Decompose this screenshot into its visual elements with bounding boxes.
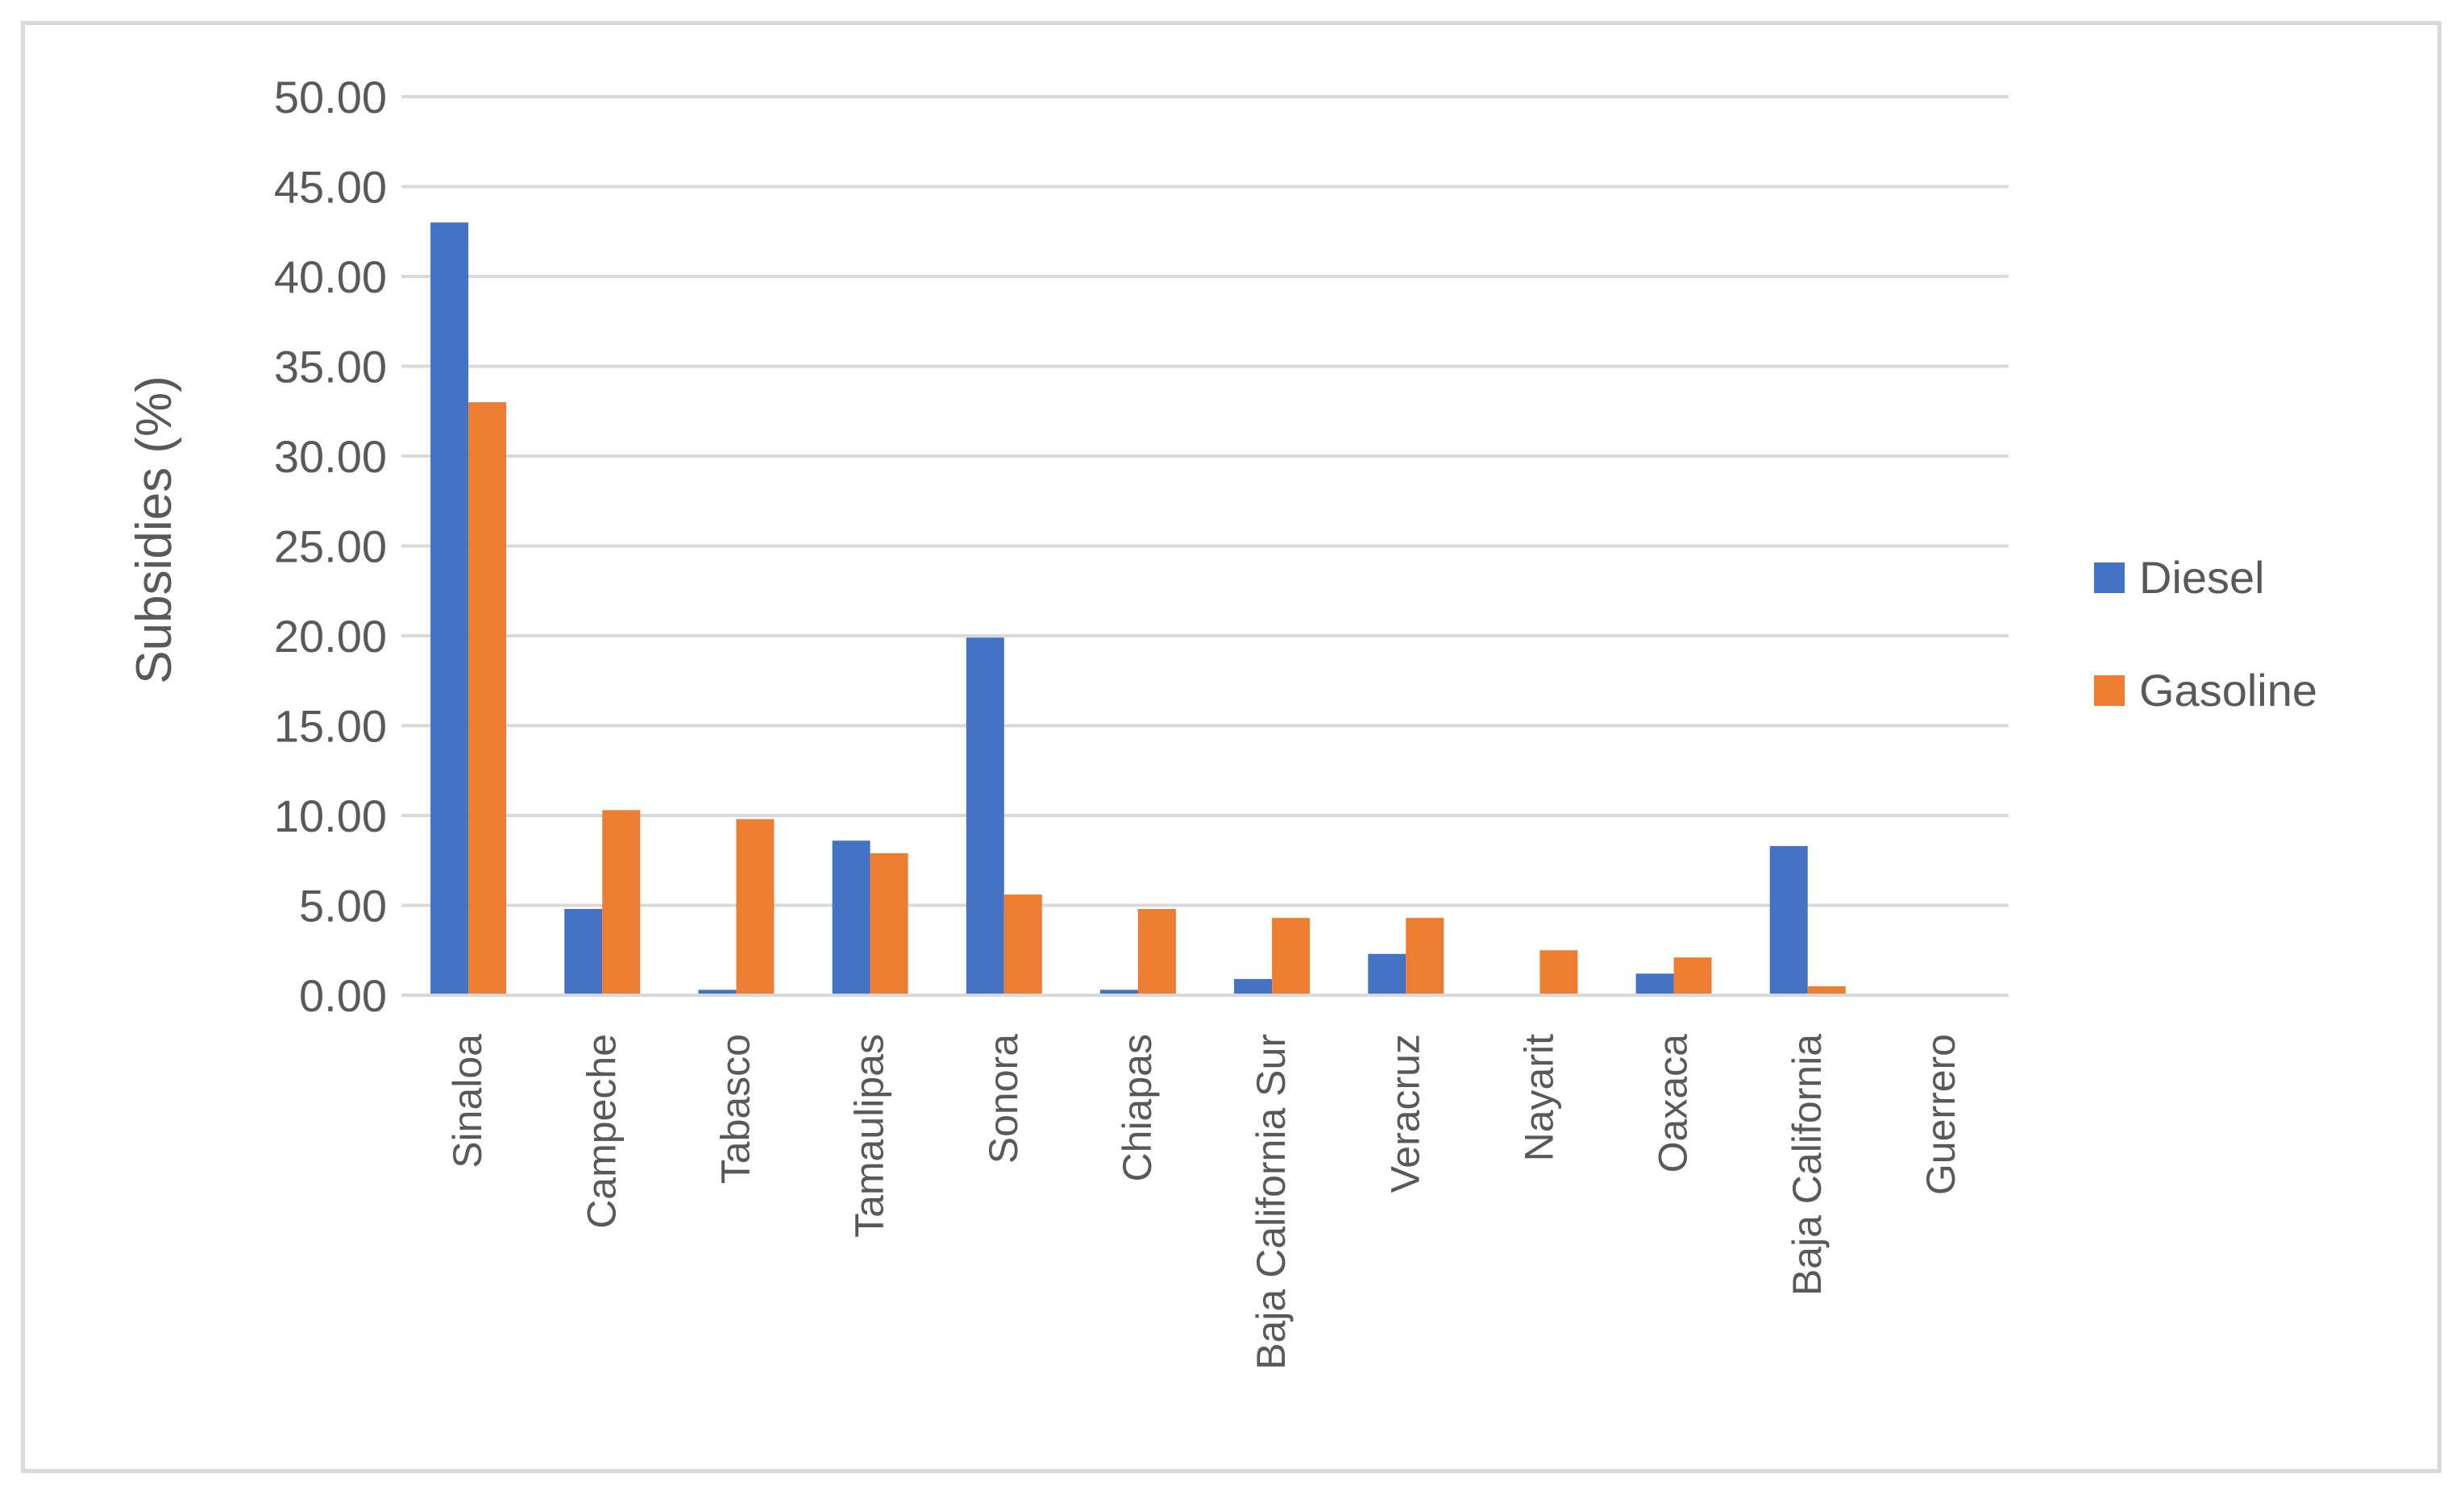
x-category-label: Chiapas <box>1115 1034 1160 1181</box>
bar-gasoline-chiapas <box>1137 908 1176 995</box>
y-tick-label: 30.00 <box>274 431 387 482</box>
y-tick-label: 25.00 <box>274 521 387 572</box>
bar-diesel-tabasco <box>698 990 737 995</box>
y-tick-label: 5.00 <box>299 881 387 932</box>
x-category-label: Veracruz <box>1382 1034 1427 1193</box>
x-category-label: Tamaulipas <box>847 1034 892 1238</box>
bar-gasoline-nayarit <box>1539 950 1578 995</box>
y-tick-label: 50.00 <box>274 72 387 122</box>
bar-diesel-sinaloa <box>430 222 469 996</box>
legend-label-diesel: Diesel <box>2139 552 2265 603</box>
x-category-label: Tabasco <box>713 1034 758 1184</box>
x-category-label: Sinaloa <box>445 1034 490 1168</box>
y-tick-label: 0.00 <box>299 970 387 1021</box>
y-tick-label: 15.00 <box>274 701 387 752</box>
bar-gasoline-oaxaca <box>1673 957 1712 995</box>
legend-label-gasoline: Gasoline <box>2139 665 2317 716</box>
bar-diesel-veracruz <box>1368 953 1407 995</box>
y-tick-label: 10.00 <box>274 791 387 841</box>
bar-gasoline-tamaulipas <box>870 853 908 995</box>
gridlines <box>401 95 2009 907</box>
y-tick-label: 40.00 <box>274 251 387 302</box>
x-category-label: Campeche <box>579 1034 624 1229</box>
chart-frame <box>21 21 2441 1473</box>
bar-gasoline-veracruz <box>1406 918 1444 995</box>
x-category-label: Sonora <box>981 1034 1026 1164</box>
x-category-label: Guerrero <box>1918 1034 1963 1195</box>
bar-diesel-baja-california <box>1769 845 1808 995</box>
x-category-label: Baja California Sur <box>1249 1034 1294 1370</box>
legend-swatch-gasoline <box>2094 675 2125 706</box>
y-axis-title: Subsidies (%) <box>127 376 182 683</box>
x-category-label: Oaxaca <box>1651 1034 1696 1173</box>
bar-gasoline-campeche <box>602 810 641 995</box>
y-axis-ticks: 0.00 5.00 10.00 15.00 20.00 25.00 30.00 35.00 40… <box>274 72 387 1021</box>
legend-swatch-diesel <box>2094 562 2125 593</box>
bar-gasoline-sinaloa <box>468 402 507 996</box>
bar-diesel-oaxaca <box>1635 973 1674 995</box>
bar-diesel-baja-california-sur <box>1234 978 1273 995</box>
bar-gasoline-tabasco <box>736 819 775 995</box>
x-axis-categories: Sinaloa Campeche Tabasco Tamaulipas Sonora Ch… <box>445 1034 1963 1370</box>
bar-diesel-campeche <box>564 908 603 995</box>
bar-gasoline-baja-california <box>1807 986 1846 995</box>
legend: Diesel Gasoline <box>2094 552 2317 716</box>
y-tick-label: 20.00 <box>274 611 387 662</box>
bar-diesel-tamaulipas <box>832 840 871 995</box>
y-tick-label: 35.00 <box>274 342 387 392</box>
bar-gasoline-sonora <box>1003 894 1042 995</box>
bar-diesel-chiapas <box>1099 990 1138 995</box>
y-tick-label: 45.00 <box>274 162 387 213</box>
bar-gasoline-baja-california-sur <box>1272 918 1311 995</box>
bars <box>430 222 1846 996</box>
x-category-label: Nayarit <box>1516 1034 1561 1161</box>
x-category-label: Baja California <box>1785 1034 1830 1296</box>
bar-diesel-sonora <box>966 637 1004 995</box>
